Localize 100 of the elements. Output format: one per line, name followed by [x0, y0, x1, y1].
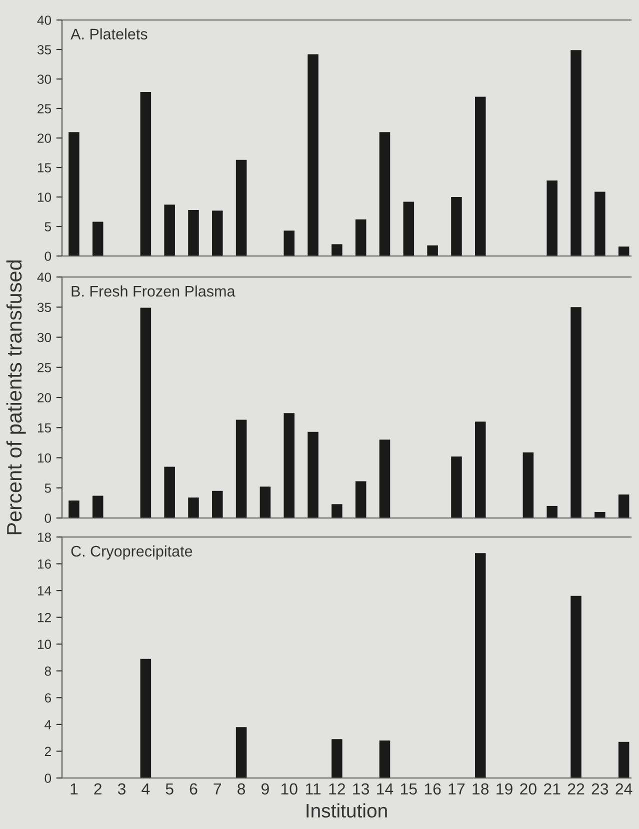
bar: [92, 496, 104, 518]
x-tick-label: 17: [448, 783, 465, 794]
bar: [475, 96, 486, 256]
bar: [140, 92, 152, 256]
bar: [570, 307, 582, 518]
x-tick-label: 20: [520, 783, 536, 795]
x-tick-label: 8: [238, 783, 246, 795]
bar: [451, 197, 462, 256]
text: C. Cryoprecipitate: [71, 545, 192, 560]
bar: [427, 245, 438, 256]
y-tick-label: 15: [38, 163, 52, 172]
y-tick-label: 10: [38, 640, 52, 650]
x-tick-label: 24: [616, 783, 632, 794]
y-tick-label: 25: [38, 362, 52, 372]
bar: [188, 498, 199, 518]
bar: [522, 452, 534, 518]
chart-title: B. Fresh Frozen Plasma: [72, 285, 236, 297]
x-tick-label: 5: [166, 783, 174, 795]
x-tick-label: 21: [544, 783, 560, 794]
bar: [308, 432, 318, 518]
x-tick-label: 4: [142, 783, 150, 794]
x-tick-label: 14: [377, 783, 394, 794]
bar: [188, 210, 199, 256]
bar: [379, 440, 390, 518]
bar: [451, 456, 462, 518]
bar: [355, 219, 366, 256]
bar: [284, 413, 294, 518]
x-tick-label: 23: [592, 783, 608, 795]
bar: [212, 490, 223, 518]
bar: [164, 466, 175, 518]
bar: [570, 596, 582, 778]
bar: [308, 54, 318, 256]
bar: [379, 132, 390, 256]
bar: [379, 740, 390, 778]
y-tick-label: 20: [38, 134, 52, 143]
y-tick-label: 8: [44, 666, 52, 676]
bar: [284, 230, 294, 256]
y-tick-label: 20: [38, 393, 52, 402]
bar: [546, 180, 558, 256]
y-tick-label: 4: [44, 720, 52, 730]
bar: [546, 506, 558, 518]
bar: [618, 494, 630, 518]
x-tick-label: 2: [94, 783, 102, 794]
bar: [618, 742, 630, 778]
bar: [164, 204, 175, 256]
y-tick-label: 5: [44, 222, 52, 232]
x-tick-label: 9: [262, 783, 269, 795]
y-tick-label: 25: [38, 104, 52, 114]
y-tick-label: 14: [38, 586, 52, 596]
bar: [212, 210, 223, 256]
bar: [403, 202, 414, 256]
y-axis-title: Percent of patients transfused: [6, 260, 26, 534]
bar: [594, 512, 606, 518]
x-tick-label: 16: [424, 783, 441, 795]
bar: [332, 244, 342, 256]
bar: [475, 553, 486, 778]
x-tick-label: 18: [472, 783, 489, 795]
bar: [332, 504, 342, 518]
chart-title: A. Platelets: [70, 28, 148, 40]
y-tick-label: 16: [38, 559, 52, 569]
bar: [140, 658, 152, 778]
bar: [355, 481, 366, 518]
y-tick-label: 30: [37, 332, 52, 342]
bar: [236, 727, 247, 778]
bar: [475, 422, 486, 518]
bar: [140, 308, 152, 518]
x-tick-label: 15: [400, 783, 417, 795]
x-tick-label: 13: [353, 783, 370, 795]
bar: [260, 486, 271, 518]
x-tick-label: 10: [281, 783, 298, 795]
y-tick-label: 35: [37, 45, 52, 54]
y-tick-label: 0: [44, 514, 52, 523]
x-tick-label: 12: [329, 783, 346, 794]
y-tick-label: 40: [37, 16, 52, 25]
y-tick-label: 10: [38, 453, 52, 463]
y-tick-label: 2: [44, 746, 51, 756]
x-tick-label: 7: [214, 783, 222, 794]
y-tick-label: 12: [38, 612, 51, 622]
y-tick-label: 5: [44, 484, 52, 493]
bar: [236, 420, 247, 518]
x-tick-label: 6: [190, 783, 198, 795]
y-tick-label: 18: [38, 532, 52, 542]
x-tick-label: 11: [306, 783, 321, 794]
y-tick-label: 30: [37, 74, 52, 84]
bar: [92, 222, 104, 256]
bar: [236, 160, 247, 256]
bar: [68, 132, 80, 256]
y-tick-label: 40: [37, 272, 52, 282]
y-tick-label: 10: [38, 192, 52, 202]
x-axis-title: Institution: [306, 803, 387, 818]
bar: [570, 50, 582, 256]
y-tick-label: 6: [44, 693, 52, 703]
bar: [68, 500, 80, 518]
y-tick-label: 15: [38, 423, 52, 433]
bar: [594, 192, 606, 256]
x-tick-label: 19: [496, 783, 512, 795]
x-tick-label: 22: [568, 783, 584, 794]
x-tick-label: 3: [118, 783, 126, 795]
x-tick-label: 1: [70, 783, 78, 794]
bar: [332, 739, 342, 778]
